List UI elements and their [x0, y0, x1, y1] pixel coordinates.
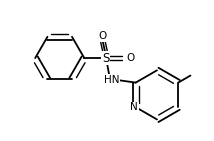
Text: O: O: [126, 53, 134, 63]
Text: HN: HN: [104, 75, 119, 85]
Text: N: N: [131, 102, 138, 112]
Text: O: O: [99, 31, 107, 41]
Text: S: S: [102, 52, 110, 65]
